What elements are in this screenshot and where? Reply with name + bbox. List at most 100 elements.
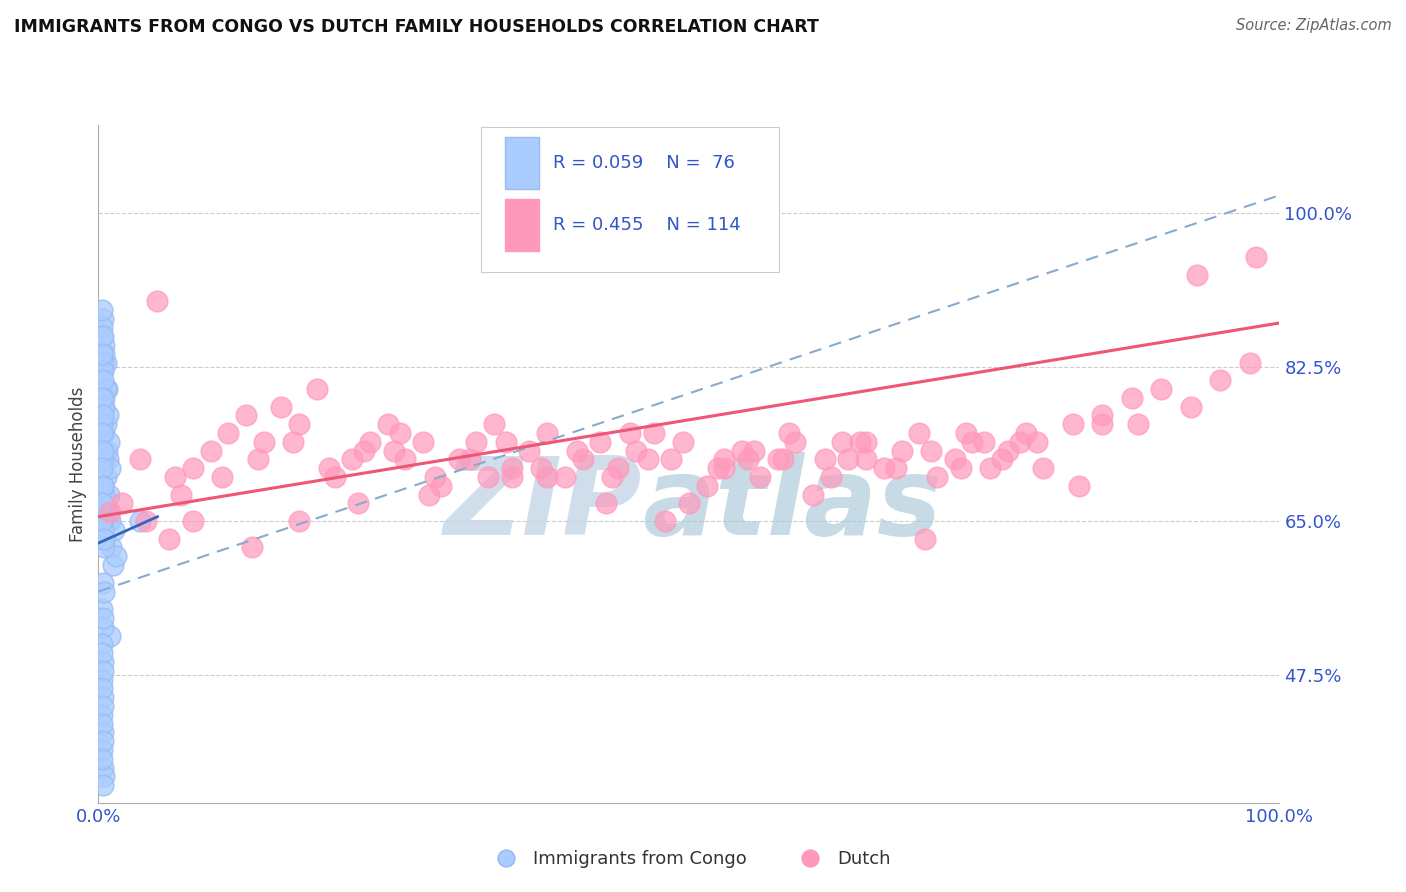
Point <box>536 470 558 484</box>
Point <box>1244 250 1267 264</box>
Point <box>94 417 117 432</box>
Point <box>91 417 114 432</box>
Point <box>382 443 405 458</box>
Point <box>91 514 114 528</box>
Point <box>388 425 411 440</box>
Point <box>91 329 114 343</box>
Point <box>1008 434 1031 449</box>
Point <box>93 338 115 352</box>
Point <box>659 452 682 467</box>
Point <box>98 514 121 528</box>
Point <box>135 514 157 528</box>
Point <box>91 575 114 590</box>
Point <box>1091 409 1114 423</box>
Point <box>235 409 257 423</box>
Point <box>495 434 517 449</box>
Point <box>342 452 364 467</box>
Point <box>1091 417 1114 432</box>
Point <box>837 452 859 467</box>
Point <box>1067 479 1090 493</box>
Point <box>672 434 695 449</box>
Point <box>1062 417 1084 432</box>
Point <box>97 452 120 467</box>
Point <box>93 391 115 405</box>
Point <box>91 734 114 748</box>
Point <box>128 452 150 467</box>
Text: atlas: atlas <box>641 451 942 558</box>
Point <box>98 505 121 519</box>
Point <box>91 320 114 334</box>
Point <box>1150 382 1173 396</box>
Point <box>97 505 120 519</box>
Point <box>181 514 204 528</box>
Point <box>91 681 114 696</box>
Point <box>973 434 995 449</box>
Point <box>91 637 114 651</box>
Point <box>91 461 114 475</box>
Point <box>91 602 114 616</box>
Point <box>890 443 912 458</box>
Point <box>91 452 114 467</box>
Text: R = 0.455    N = 114: R = 0.455 N = 114 <box>554 216 741 235</box>
Point <box>318 461 340 475</box>
Point <box>96 382 118 396</box>
Point <box>246 452 269 467</box>
Point <box>713 452 735 467</box>
Point <box>589 434 612 449</box>
Point <box>943 452 966 467</box>
Point <box>955 425 977 440</box>
Point <box>103 523 125 537</box>
Point <box>111 496 134 510</box>
Point <box>820 470 842 484</box>
Point <box>157 532 180 546</box>
Point <box>98 434 121 449</box>
Point <box>1121 391 1143 405</box>
Point <box>288 514 311 528</box>
Point <box>359 434 381 449</box>
Point <box>91 443 114 458</box>
Point <box>884 461 907 475</box>
Point <box>91 698 114 713</box>
Point <box>240 541 263 555</box>
Point <box>914 532 936 546</box>
Point <box>482 417 505 432</box>
Point <box>165 470 187 484</box>
Point <box>678 496 700 510</box>
Point <box>91 355 114 369</box>
Point <box>1014 425 1036 440</box>
Point <box>624 443 647 458</box>
Point <box>600 470 623 484</box>
Point <box>98 488 121 502</box>
Point <box>101 558 124 573</box>
Point <box>430 479 453 493</box>
Point <box>91 761 114 775</box>
Point <box>200 443 222 458</box>
Point <box>855 452 877 467</box>
Point <box>595 496 617 510</box>
Point <box>742 443 765 458</box>
Point <box>849 434 872 449</box>
Point <box>91 716 114 731</box>
Point <box>465 434 488 449</box>
Point <box>211 470 233 484</box>
Point <box>713 461 735 475</box>
Point <box>288 417 311 432</box>
Point <box>91 364 114 378</box>
Point <box>91 664 114 678</box>
Point <box>394 452 416 467</box>
Point <box>377 417 399 432</box>
Point <box>920 443 942 458</box>
Point <box>97 409 120 423</box>
Point <box>146 293 169 308</box>
Point <box>696 479 718 493</box>
Point <box>91 496 114 510</box>
Point <box>412 434 434 449</box>
Point <box>565 443 588 458</box>
Point <box>731 443 754 458</box>
Point <box>91 302 114 317</box>
Point <box>91 425 114 440</box>
Point <box>91 409 114 423</box>
Point <box>217 425 239 440</box>
Point <box>93 584 115 599</box>
Point <box>91 611 114 625</box>
